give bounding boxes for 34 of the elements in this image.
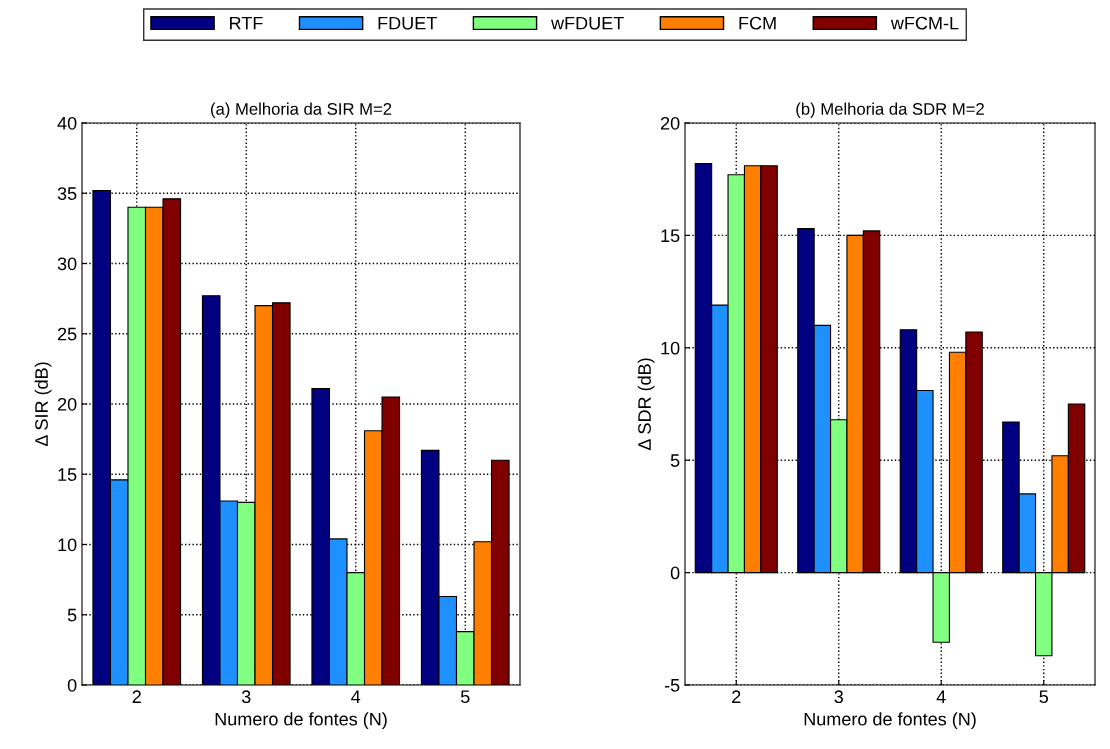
x-tick-label: 4	[351, 690, 361, 703]
legend-label: RTF	[230, 16, 263, 30]
y-tick-label: 25	[57, 327, 77, 341]
y-tick-label: 5	[670, 454, 680, 467]
y-axis-title: Δ SIR (dB)	[34, 362, 52, 447]
y-tick-label: 20	[57, 397, 77, 411]
y-tick-label: 40	[57, 116, 77, 130]
y-tick-label: 0	[670, 566, 680, 580]
y-tick-label: 30	[57, 257, 77, 271]
legend-label: wFCM-L	[890, 16, 959, 30]
y-axis-title: Δ SDR (dB)	[637, 358, 655, 451]
y-tick-label: -5	[664, 679, 680, 692]
x-axis-title: Numero de fontes (N)	[215, 712, 387, 730]
x-tick-label: 2	[732, 690, 741, 703]
legend-label: FCM	[739, 16, 776, 30]
x-tick-label: 3	[834, 690, 843, 704]
legend-label: wFDUET	[551, 16, 624, 30]
y-tick-label: 35	[57, 187, 77, 200]
y-tick-label: 15	[661, 229, 680, 243]
y-tick-label: 20	[660, 116, 680, 130]
y-tick-label: 10	[661, 341, 680, 355]
x-tick-label: 3	[241, 690, 251, 704]
x-tick-label: 5	[1039, 690, 1049, 704]
chart-title: (a) Melhoria da SIR M=2	[211, 102, 392, 119]
y-tick-label: 15	[58, 468, 77, 481]
y-tick-label: 5	[67, 608, 77, 622]
x-axis-title: Numero de fontes (N)	[804, 712, 976, 730]
x-tick-label: 4	[936, 690, 946, 703]
y-tick-label: 10	[58, 538, 77, 552]
chart-title: (b) Melhoria da SDR M=2	[796, 102, 984, 119]
x-tick-label: 5	[460, 690, 470, 704]
y-tick-label: 0	[67, 678, 77, 692]
legend-label: FDUET	[378, 16, 437, 30]
x-tick-label: 2	[132, 690, 141, 703]
